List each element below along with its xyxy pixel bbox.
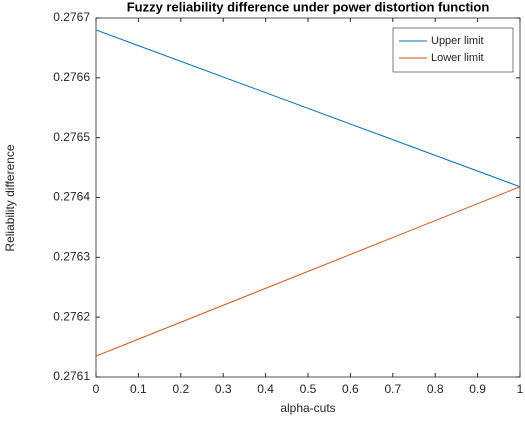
x-tick-label: 0.7 [384,382,401,396]
x-tick-label: 0.1 [130,382,147,396]
y-tick-label: 0.2765 [53,130,90,144]
x-tick-label: 0.5 [300,382,317,396]
chart-title: Fuzzy reliability difference under power… [127,0,490,14]
x-tick-label: 0.8 [427,382,444,396]
y-tick-label: 0.2767 [53,10,90,24]
x-axis-label: alpha-cuts [280,401,335,415]
x-tick-label: 0 [93,382,100,396]
x-tick-label: 0.3 [215,382,232,396]
x-tick-label: 0.2 [172,382,189,396]
y-axis-label: Reliability difference [3,144,17,251]
legend-label: Upper limit [431,35,484,47]
y-tick-label: 0.2761 [53,369,90,383]
x-tick-label: 1 [517,382,524,396]
y-tick-label: 0.2762 [53,309,90,323]
y-tick-label: 0.2763 [53,250,90,264]
x-tick-label: 0.9 [469,382,486,396]
x-tick-label: 0.4 [257,382,274,396]
y-tick-label: 0.2766 [53,70,90,84]
series-line [95,29,521,188]
legend-box [392,27,514,73]
legend-label: Lower limit [431,52,484,64]
x-tick-label: 0.6 [342,382,359,396]
series-line [95,186,521,357]
y-tick-label: 0.2764 [53,190,90,204]
plot-area [95,17,521,378]
